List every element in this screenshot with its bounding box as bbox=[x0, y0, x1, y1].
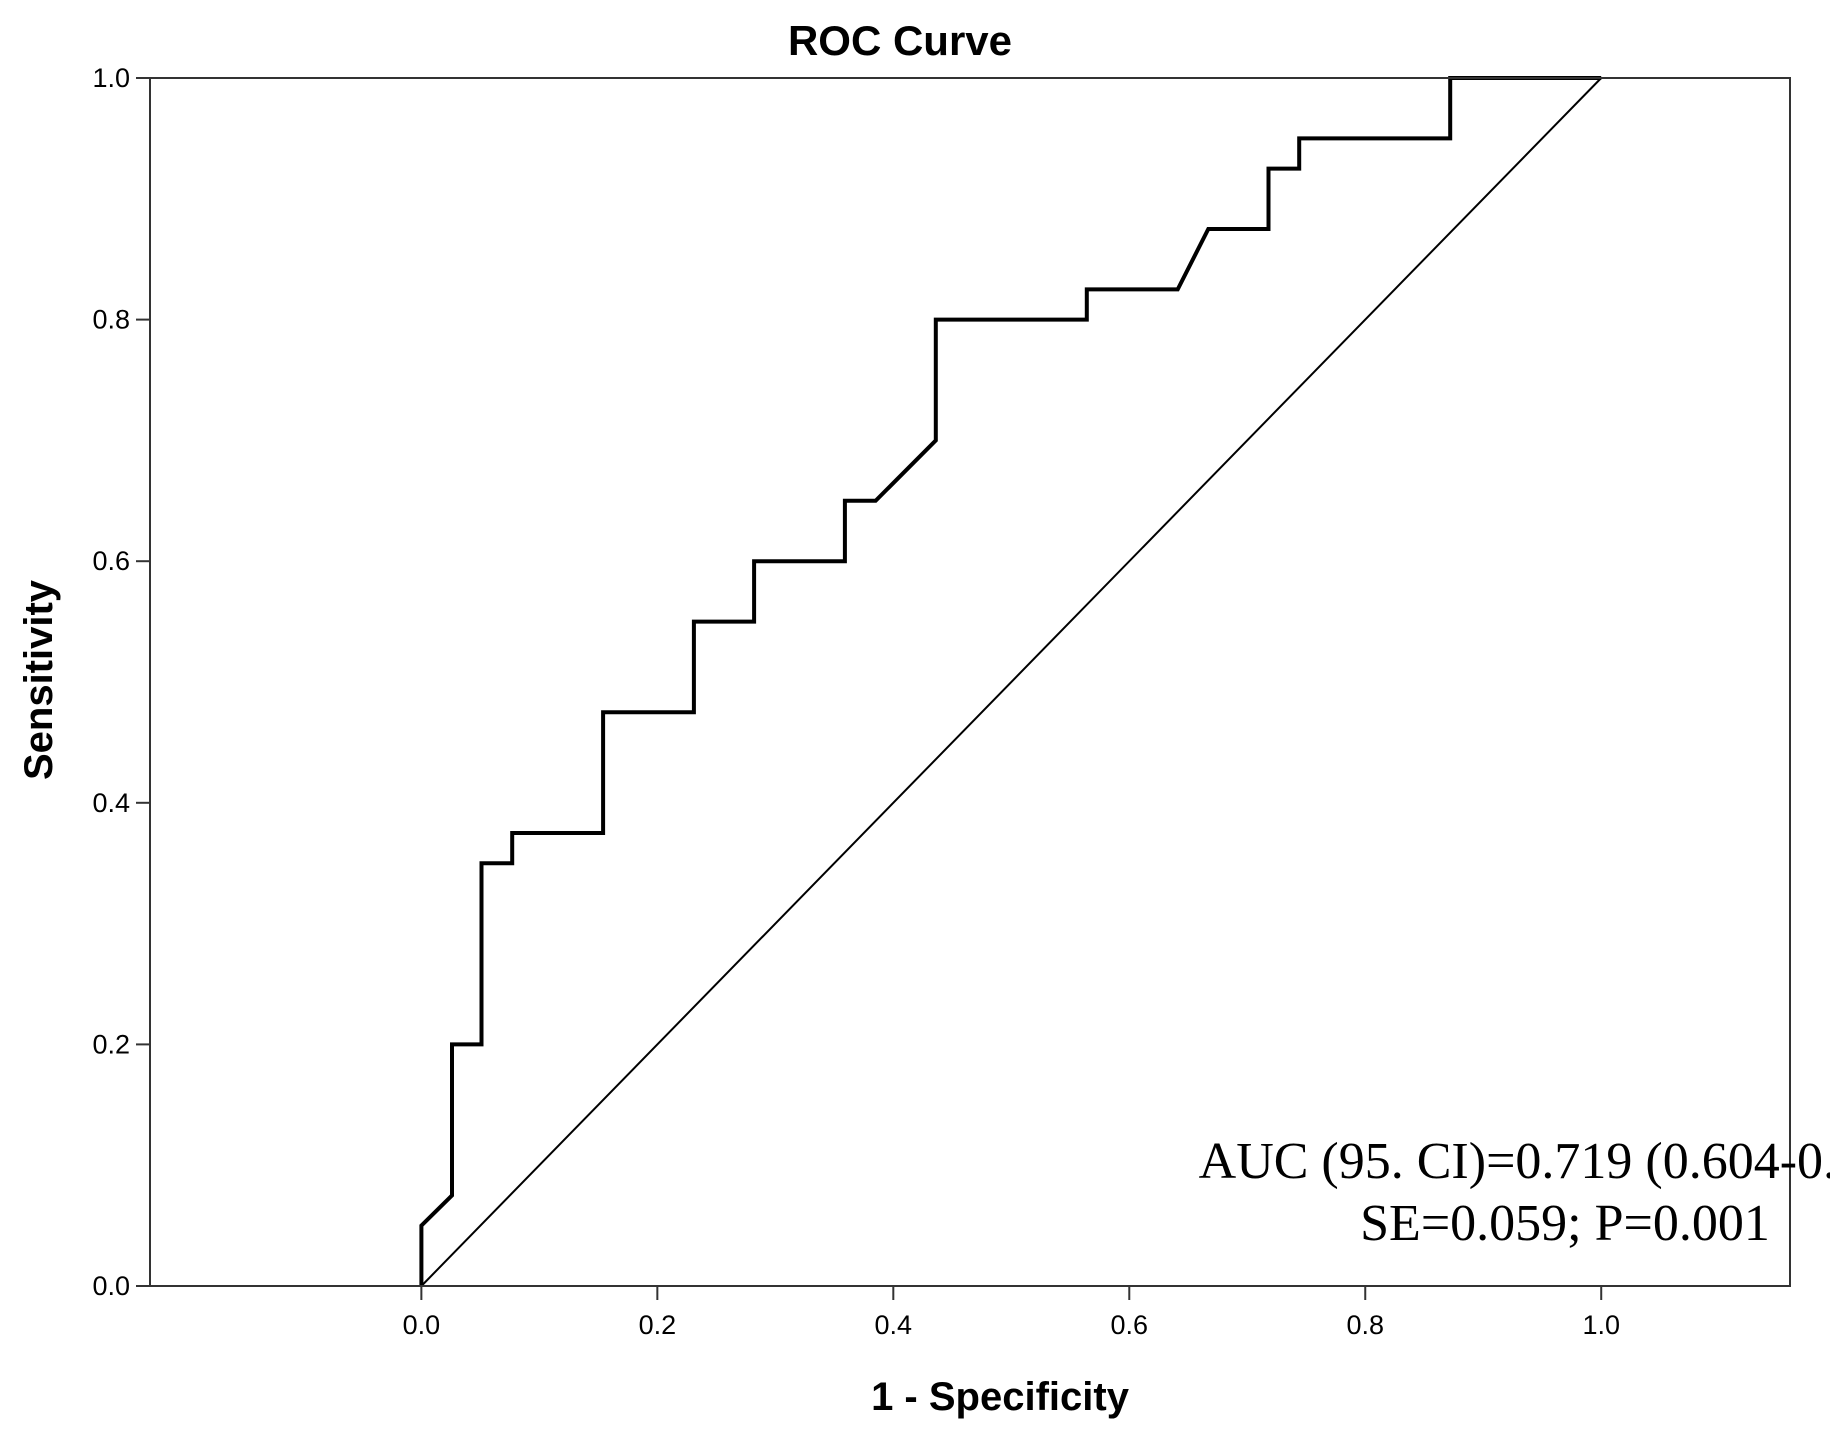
x-tick-label: 1.0 bbox=[1582, 1310, 1620, 1340]
x-tick-label: 0.8 bbox=[1346, 1310, 1384, 1340]
auc-annotation: AUC (95. CI)=0.719 (0.604-0.834) bbox=[1199, 1133, 1830, 1190]
y-tick-label: 1.0 bbox=[92, 63, 130, 93]
y-axis-ticks: 0.0 0.2 0.4 0.6 0.8 1.0 bbox=[92, 63, 150, 1301]
roc-curve-line bbox=[419, 76, 1602, 1286]
y-axis-label: Sensitivity bbox=[17, 579, 61, 780]
y-tick-label: 0.0 bbox=[92, 1271, 130, 1301]
x-tick-label: 0.6 bbox=[1111, 1310, 1149, 1340]
x-tick-label: 0.4 bbox=[875, 1310, 913, 1340]
x-axis-label: 1 - Specificity bbox=[871, 1375, 1130, 1419]
chart-title: ROC Curve bbox=[788, 17, 1012, 64]
x-tick-label: 0.0 bbox=[403, 1310, 441, 1340]
series-layer bbox=[419, 76, 1602, 1287]
y-tick-label: 0.8 bbox=[92, 305, 130, 335]
y-tick-label: 0.2 bbox=[92, 1029, 130, 1059]
reference-diagonal-line bbox=[420, 77, 1602, 1287]
x-tick-label: 0.2 bbox=[639, 1310, 677, 1340]
se-p-annotation: SE=0.059; P=0.001 bbox=[1360, 1195, 1770, 1252]
y-tick-label: 0.6 bbox=[92, 546, 130, 576]
y-tick-label: 0.4 bbox=[92, 788, 130, 818]
plot-area-frame bbox=[149, 77, 1791, 1287]
x-axis-ticks: 0.0 0.2 0.4 0.6 0.8 1.0 bbox=[403, 1286, 1620, 1340]
